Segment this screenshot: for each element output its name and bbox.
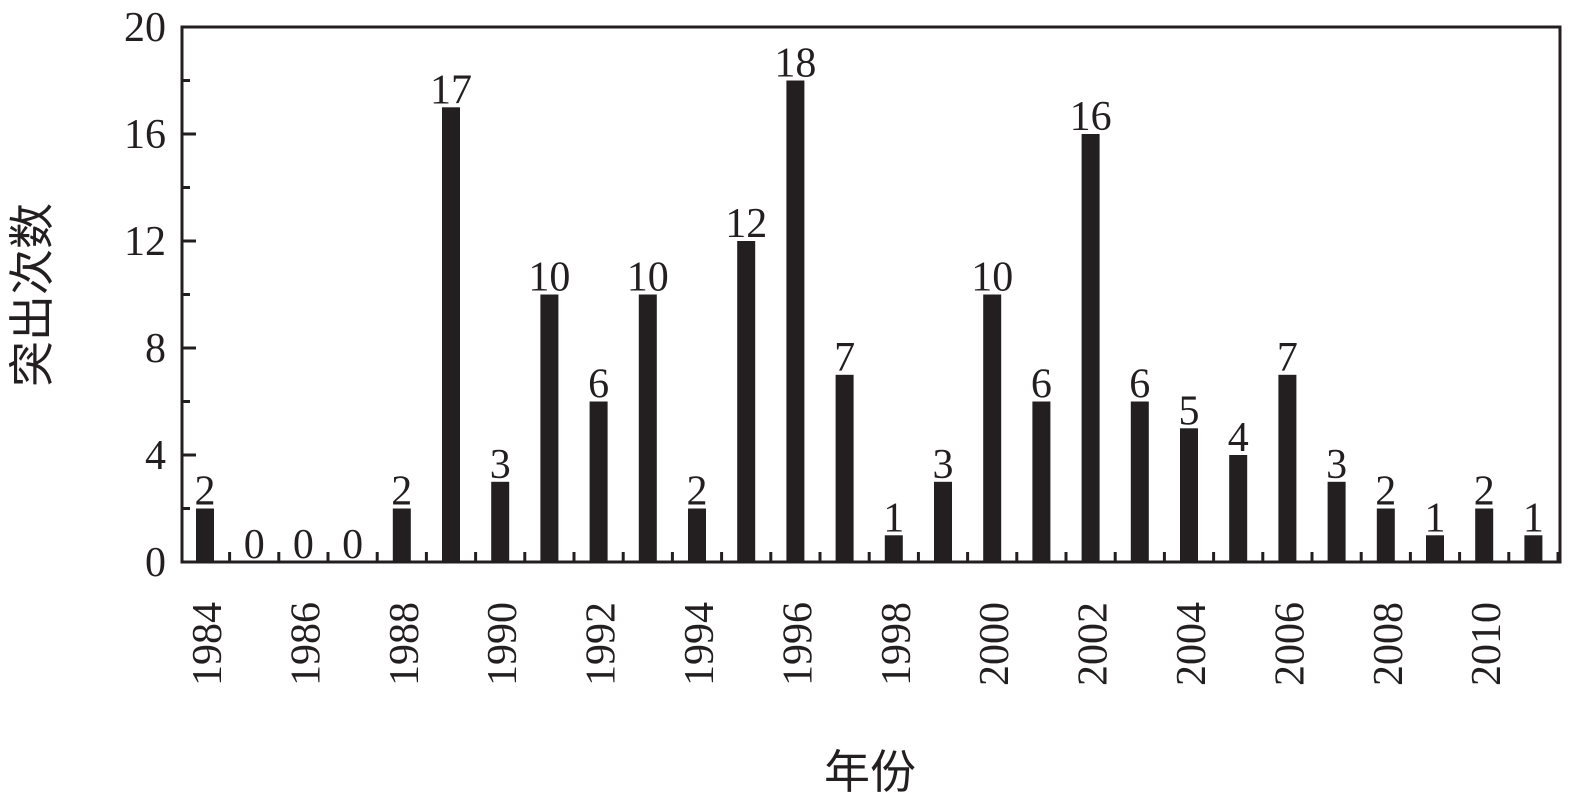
bar-1996 — [786, 80, 805, 562]
data-label-1990: 3 — [490, 442, 511, 488]
bar-2011 — [1524, 535, 1543, 563]
y-tick-label: 0 — [145, 540, 166, 586]
data-label-1996: 18 — [774, 41, 816, 87]
bar-2008 — [1376, 508, 1395, 562]
bar-1992 — [589, 401, 608, 562]
y-tick-label: 12 — [124, 219, 166, 265]
x-tick-label: 2006 — [1267, 602, 1313, 686]
bar-2004 — [1180, 428, 1198, 563]
data-label-2001: 6 — [1031, 362, 1052, 408]
data-label-1994: 2 — [687, 469, 708, 515]
x-tick-label: 1988 — [382, 602, 428, 686]
data-label-2005: 4 — [1228, 415, 1249, 461]
bar-1997 — [835, 374, 854, 563]
plot-frame — [180, 25, 1562, 564]
data-label-1984: 2 — [195, 469, 216, 515]
data-label-2003: 6 — [1129, 362, 1150, 408]
data-label-1986: 0 — [293, 522, 314, 568]
bar-1999 — [934, 481, 952, 563]
bars-group — [196, 80, 1543, 563]
x-tick-label: 2010 — [1464, 602, 1510, 686]
bar-1988 — [392, 508, 411, 562]
data-label-2010: 2 — [1474, 469, 1495, 515]
x-tick-label: 1984 — [185, 602, 231, 686]
y-tick-label: 20 — [124, 5, 166, 51]
x-tick-label: 1990 — [480, 602, 526, 686]
data-label-2008: 2 — [1375, 469, 1396, 515]
data-label-2007: 3 — [1326, 442, 1347, 488]
x-axis-title: 年份 — [824, 747, 916, 798]
data-label-2000: 10 — [971, 255, 1013, 301]
bar-1990 — [491, 481, 510, 563]
bar-2005 — [1229, 455, 1248, 562]
bar-2001 — [1032, 401, 1051, 562]
data-label-1989: 17 — [430, 67, 472, 113]
bar-1989 — [442, 107, 460, 563]
bar-2003 — [1130, 401, 1149, 562]
data-label-1987: 0 — [342, 522, 363, 568]
data-label-2011: 1 — [1523, 495, 1544, 541]
data-label-1993: 10 — [627, 255, 669, 301]
data-label-2006: 7 — [1277, 335, 1298, 381]
data-label-2004: 5 — [1179, 388, 1200, 434]
x-tick-label: 1996 — [775, 602, 821, 686]
bar-1991 — [540, 294, 559, 562]
x-tick-label: 1986 — [283, 602, 329, 686]
bar-1984 — [196, 508, 214, 562]
bar-1998 — [884, 535, 903, 563]
y-axis-title: 突出次数 — [7, 203, 58, 387]
y-tick-label: 4 — [145, 433, 166, 479]
x-tick-label: 2000 — [972, 602, 1018, 686]
bar-2006 — [1278, 374, 1297, 563]
x-tick-label: 2004 — [1169, 602, 1215, 686]
x-tick-label: 2008 — [1366, 602, 1412, 686]
bar-1994 — [688, 508, 706, 562]
bar-1995 — [737, 241, 756, 562]
data-label-1997: 7 — [834, 335, 855, 381]
y-tick-label: 8 — [145, 326, 166, 372]
data-label-2002: 16 — [1070, 94, 1112, 140]
data-label-1998: 1 — [883, 495, 904, 541]
data-label-1991: 10 — [528, 255, 570, 301]
bar-2000 — [983, 294, 1002, 562]
x-tick-label: 1994 — [677, 602, 723, 686]
bar-2010 — [1475, 508, 1494, 562]
bar-2009 — [1426, 535, 1444, 563]
bar-1993 — [638, 294, 657, 562]
x-tick-label: 1998 — [874, 602, 920, 686]
y-tick-label: 16 — [124, 112, 166, 158]
bar-2002 — [1081, 134, 1100, 562]
data-label-1995: 12 — [725, 201, 767, 247]
bar-2007 — [1327, 481, 1346, 563]
x-tick-label: 1992 — [579, 602, 625, 686]
data-label-1985: 0 — [244, 522, 265, 568]
y-axis-ticks: 0 4 8 12 16 20 — [124, 5, 196, 586]
data-label-1988: 2 — [391, 469, 412, 515]
data-label-2009: 1 — [1425, 495, 1446, 541]
data-label-1992: 6 — [588, 362, 609, 408]
x-axis-ticks: 1984 1986 1988 1990 1992 1994 1996 1998 2000 2002… — [185, 552, 1560, 686]
x-tick-label: 2002 — [1071, 602, 1117, 686]
data-label-1999: 3 — [933, 442, 954, 488]
